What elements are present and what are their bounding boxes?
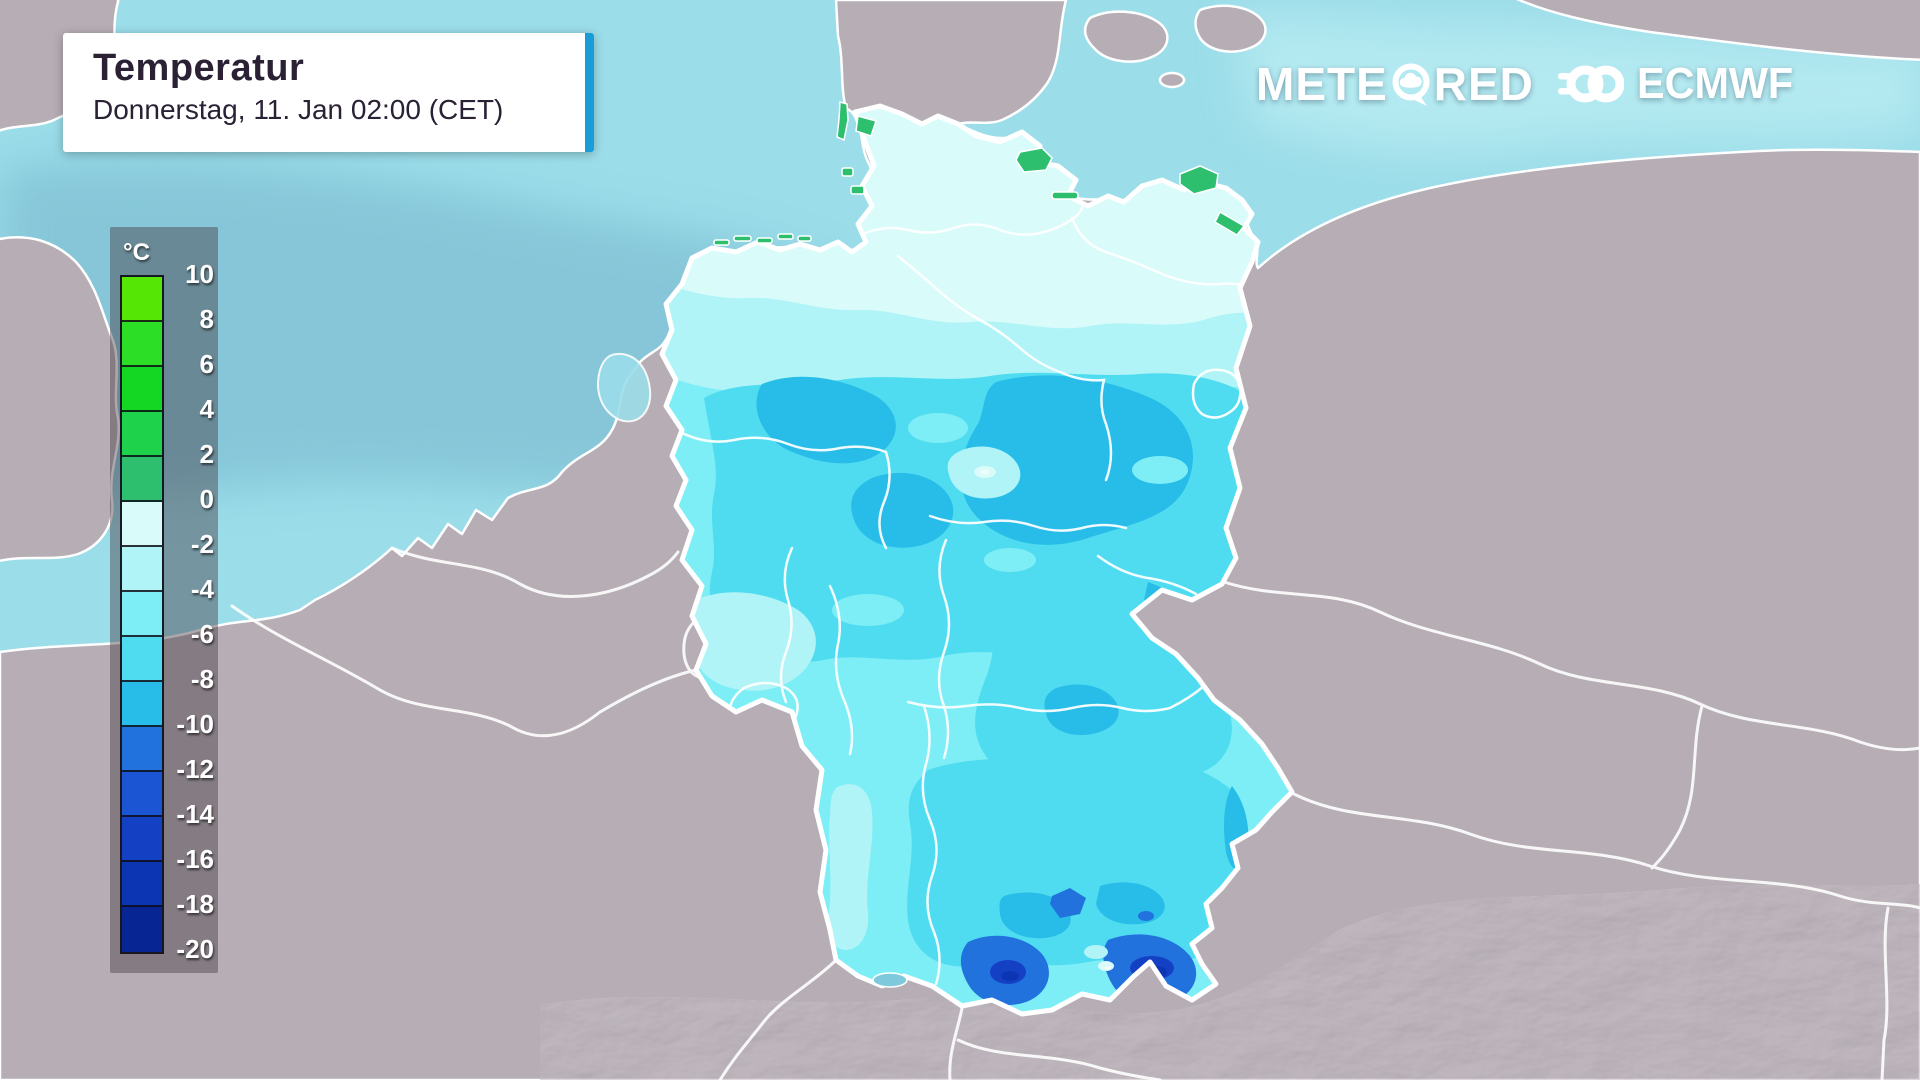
legend-swatch [122,547,162,592]
legend-swatch [122,457,162,502]
legend-swatch [122,502,162,547]
legend-swatch [122,862,162,907]
ijsselmeer-lake [597,352,652,423]
legend-tick-label: -10 [176,708,214,739]
great-britain-south [0,236,120,563]
legend-tick-label: -6 [190,618,214,649]
legend-swatch [122,412,162,457]
legend-tick-label: -2 [190,528,214,559]
interlocked-rings-icon [1557,65,1624,103]
legend-swatch [122,592,162,637]
legend-tick-label: -20 [176,933,214,964]
danish-island [1194,4,1267,53]
legend-ticks: 10 8 6 4 2 0 -2 -4 -6 -8 -10 -12 -14 -16 -18 -20 [168,259,216,964]
legend-swatch [122,682,162,727]
meteored-text-pre: METE [1256,58,1388,110]
legend-tick-label: -8 [190,663,214,694]
state-borders [674,200,1268,986]
forecast-datetime: Donnerstag, 11. Jan 02:00 (CET) [93,94,504,125]
legend-tick-label: 8 [199,303,214,334]
legend-swatches [120,275,164,954]
legend-tick-label: -14 [176,798,214,829]
lake-constance [872,972,908,988]
alps-relief [540,884,1920,1080]
ecmwf-text: ECMWF [1636,59,1794,108]
legend-swatch [122,817,162,862]
legend-tick-label: -4 [190,573,214,604]
sweden [1516,0,1920,62]
legend-swatch [122,637,162,682]
forecast-title-card: Temperatur Donnerstag, 11. Jan 02:00 (CE… [63,33,594,152]
speech-bubble-cloud-icon [1392,63,1430,106]
legend-swatch [122,772,162,817]
legend-swatch [122,367,162,412]
legend-unit: °C [123,239,150,266]
legend-tick-label: -16 [176,843,214,874]
ecmwf-logo: ECMWF [1557,59,1798,109]
legend-swatch [122,907,162,952]
legend-tick-label: -12 [176,753,214,784]
meteored-text-post: RED [1433,58,1534,110]
accent-bar [585,33,594,152]
danish-island-zealand [1083,10,1169,63]
page-title: Temperatur [93,47,305,89]
legend-tick-label: 10 [185,258,214,289]
legend-tick-label: 6 [199,348,214,379]
legend-swatch [122,727,162,772]
berlin-outline [1191,368,1242,419]
meteored-logo: METE RED [1256,57,1534,111]
danish-island-small [1158,71,1186,89]
legend-tick-label: 0 [199,483,214,514]
temperature-legend: °C 10 8 6 4 2 0 -2 -4 -6 -8 -10 -12 -14 -16 -18 -20 [110,227,218,973]
coastal-islands [713,101,1246,246]
legend-tick-label: -18 [176,888,214,919]
legend-tick-label: 2 [199,438,214,469]
legend-swatch [122,322,162,367]
branding: METE RED ECMWF [1256,58,1798,110]
legend-tick-label: 4 [199,393,214,424]
legend-swatch [122,277,162,322]
